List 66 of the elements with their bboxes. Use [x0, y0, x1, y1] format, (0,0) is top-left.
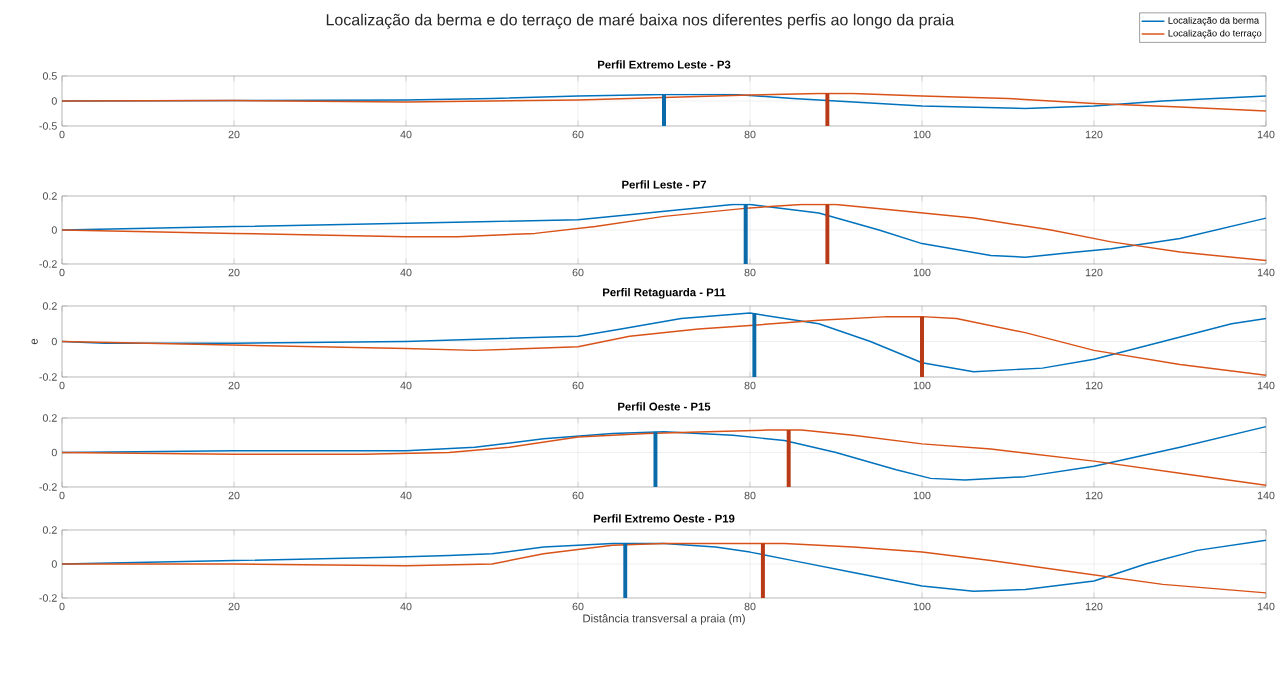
chart-title: Localização da berma e do terraço de maré baixa nos diferentes perfis ao longo da praia [326, 13, 955, 29]
x-tick-label: 120 [1085, 602, 1103, 611]
x-tick-label: 80 [744, 602, 756, 611]
x-tick-label: 100 [913, 268, 931, 277]
y-tick-label: 0 [51, 97, 57, 105]
x-tick-label: 20 [228, 130, 240, 139]
y-tick-label: 0 [51, 448, 57, 457]
chart-title: Perfil Extremo Oeste - P19 [593, 514, 735, 523]
x-tick-label: 20 [228, 602, 240, 611]
x-tick-label: 120 [1085, 381, 1103, 390]
x-tick-label: 140 [1257, 602, 1275, 611]
legend-label: Localização da berma [1168, 16, 1260, 26]
y-tick-label: 0.5 [42, 72, 57, 80]
x-tick-label: 100 [913, 491, 931, 500]
line-series [62, 429, 1267, 487]
y-tick-label: 0 [51, 560, 57, 568]
x-tick-label: 40 [400, 130, 412, 139]
x-tick-label: 60 [572, 381, 584, 390]
x-tick-label: 60 [572, 268, 584, 277]
y-tick-label: 0 [51, 337, 57, 346]
x-tick-label: 40 [400, 602, 412, 611]
y-tick-label: -0.5 [39, 122, 57, 130]
y-tick-label: -0.2 [39, 373, 57, 381]
x-tick-label: 40 [400, 268, 412, 277]
x-tick-label: 20 [228, 491, 240, 500]
y-tick-label: 0.2 [42, 414, 57, 422]
x-tick-label: 140 [1257, 491, 1275, 500]
x-tick-label: 80 [744, 381, 756, 390]
x-tick-label: 120 [1085, 130, 1103, 139]
x-tick-label: 0 [59, 381, 65, 390]
x-tick-label: 140 [1257, 130, 1275, 139]
x-tick-label: 60 [572, 491, 584, 500]
x-axis-title: Distância transversal a praia (m) [583, 614, 745, 625]
x-tick-label: 40 [400, 381, 412, 390]
chart-title: Perfil Retaguarda - P11 [603, 288, 726, 299]
x-tick-label: 120 [1085, 268, 1103, 277]
x-tick-label: 0 [59, 491, 65, 500]
y-tick-label: -0.2 [39, 483, 57, 491]
x-tick-label: 120 [1085, 491, 1103, 500]
y-tick-label: 0.2 [42, 302, 57, 310]
y-tick-label: 0.2 [42, 192, 57, 200]
x-tick-label: 140 [1257, 381, 1275, 390]
y-tick-label: 0.2 [42, 526, 57, 534]
x-tick-label: 140 [1257, 268, 1275, 277]
x-tick-label: 20 [228, 381, 240, 390]
x-tick-label: 80 [744, 491, 756, 500]
x-tick-label: 0 [59, 602, 65, 611]
chart-title: Perfil Leste - P7 [622, 180, 707, 189]
x-tick-label: 80 [744, 268, 756, 277]
x-tick-label: 40 [400, 491, 412, 500]
y-tick-label: -0.2 [39, 594, 57, 602]
x-tick-label: 20 [228, 268, 240, 277]
chart-subtitle: Perfil Extremo Leste - P3 [598, 60, 731, 69]
x-tick-label: 0 [59, 130, 65, 139]
x-tick-label: 100 [913, 602, 931, 611]
x-tick-label: 60 [572, 602, 584, 611]
legend-label: Localização do terraço [1168, 29, 1262, 39]
x-tick-label: 80 [744, 130, 756, 139]
y-tick-label: 0 [51, 226, 57, 234]
y-tick-label: -0.2 [39, 260, 57, 268]
x-tick-label: 60 [572, 130, 584, 139]
x-tick-label: 100 [913, 381, 931, 390]
y-axis-title: e [31, 338, 38, 345]
x-tick-label: 0 [59, 268, 65, 277]
x-tick-label: 100 [913, 130, 931, 139]
chart-title: Perfil Oeste - P15 [618, 402, 711, 411]
